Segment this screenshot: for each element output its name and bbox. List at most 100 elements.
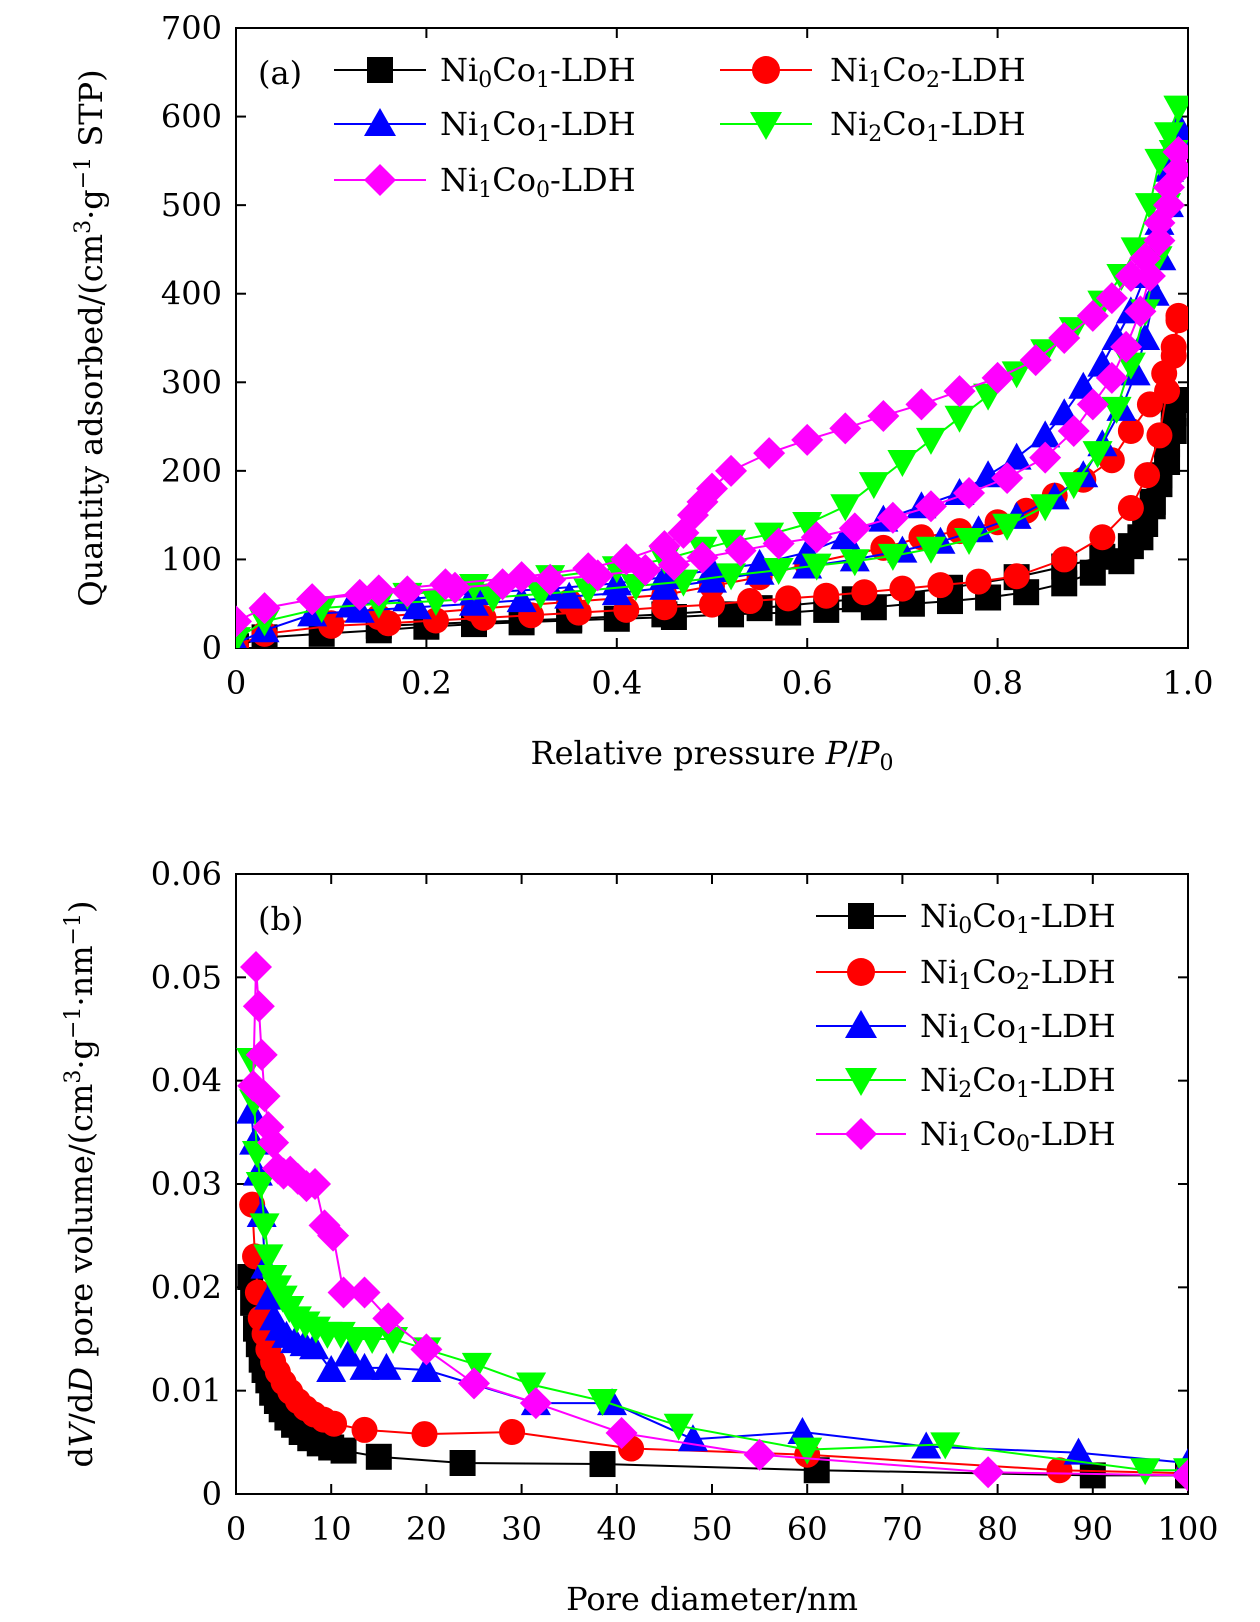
data-point-ni1co0-ldh-a <box>667 516 700 549</box>
data-point-ni1co1-ldh-a <box>697 555 727 583</box>
data-point-ni1co0-ldh-a <box>572 552 605 585</box>
data-point-ni1co1-ldh-a <box>744 548 775 576</box>
data-point-ni0co1-ldh-b <box>1079 1462 1106 1489</box>
data-point-ni1co0-ldh-a <box>1095 361 1128 394</box>
x-tick-label-a: 1.0 <box>1163 664 1214 702</box>
legend-entry-ni1co2-b: Ni1Co2-LDH <box>816 953 1116 995</box>
data-point-ni2co1-ldh-a <box>1101 396 1132 424</box>
legend-entry-ni2co1-a: Ni2Co1-LDH <box>720 105 1026 147</box>
x-tick-label-b: 70 <box>882 1510 923 1548</box>
data-point-ni1co0-ldh-a <box>905 388 938 421</box>
x-axis-title-b: Pore diameter/nm <box>566 1580 858 1618</box>
data-point-ni1co0-ldh-a <box>800 521 833 554</box>
y-tick-label-b: 0.03 <box>151 1165 222 1203</box>
data-point-ni2co1-ldh-a <box>1120 237 1151 265</box>
data-point-ni1co2-ldh-a <box>1151 360 1178 387</box>
data-point-ni1co2-ldh-a <box>1134 462 1161 489</box>
series-line-ni1co1-ldh-b <box>250 1111 1188 1464</box>
data-point-ni1co0-ldh-a <box>753 437 786 470</box>
data-point-ni1co1-ldh-a <box>1030 420 1061 448</box>
y-axis-title-b: dV/dD pore volume/(cm3·g−1·nm−1) <box>61 901 100 1468</box>
data-point-ni2co1-ldh-a <box>1082 441 1113 469</box>
data-point-ni1co2-ldh-a <box>965 568 992 595</box>
data-point-ni2co1-ldh-a <box>954 527 985 555</box>
data-point-ni1co1-ldh-b <box>316 1355 347 1382</box>
y-axis-title-a: Quantity adsorbed/(cm3·g−1 STP) <box>71 69 110 606</box>
data-point-ni1co0-ldh-a <box>1162 136 1188 168</box>
y-tick-label-a: 300 <box>161 363 222 401</box>
data-point-ni2co1-ldh-a <box>858 472 889 500</box>
series-line-ni2co1-ldh-a <box>236 107 1180 640</box>
data-point-ni1co2-ldh-a <box>1117 495 1144 522</box>
data-point-ni2co1-ldh-a <box>763 558 794 586</box>
data-point-ni1co0-ldh-a <box>829 412 862 445</box>
data-point-ni1co1-ldh-b <box>349 1352 380 1380</box>
data-point-ni1co0-ldh-a <box>1095 282 1128 315</box>
data-point-ni1co0-ldh-a <box>953 477 986 509</box>
data-point-ni2co1-ldh-b <box>253 1244 284 1272</box>
legend-a: Ni0Co1-LDH Ni1Co2-LDH Ni1Co1-LDH Ni2Co1-… <box>334 51 1026 203</box>
legend-label-ni1co1-b: Ni1Co1-LDH <box>920 1007 1116 1049</box>
data-point-ni1co0-ldh-a <box>1076 388 1109 421</box>
data-point-ni0co1-ldh-b <box>365 1443 392 1470</box>
x-tick-label-b: 80 <box>977 1510 1018 1548</box>
data-point-ni2co1-ldh-b <box>357 1327 388 1354</box>
data-point-ni0co1-ldh-b <box>330 1437 357 1464</box>
data-point-ni2co1-ldh-b <box>378 1327 409 1354</box>
data-point-ni1co0-ldh-a <box>943 375 976 408</box>
data-point-ni1co0-ldh-b <box>972 1456 1005 1489</box>
data-point-ni1co0-ldh-a <box>1152 171 1185 204</box>
data-point-ni2co1-ldh-a <box>792 512 823 539</box>
data-point-ni1co0-ldh-a <box>1019 344 1052 377</box>
data-point-ni1co0-ldh-b <box>239 951 272 983</box>
data-point-ni1co1-ldh-a <box>554 581 585 609</box>
data-point-ni1co0-ldh-b <box>1172 1459 1188 1492</box>
data-point-ni1co0-ldh-a <box>791 423 824 456</box>
data-point-ni1co0-ldh-a <box>762 527 795 560</box>
data-point-ni1co0-ldh-a <box>991 461 1024 494</box>
legend-label-ni1co0-a: Ni1Co0-LDH <box>440 161 636 203</box>
data-point-ni1co1-ldh-b <box>787 1417 818 1444</box>
data-point-ni1co2-ldh-a <box>1051 546 1078 573</box>
panel-a-adsorption-isotherms: 0 0.2 0.4 0.6 0.8 1.0 0 100 200 300 400 500 600 700 (… <box>71 9 1213 776</box>
data-point-ni1co2-ldh-b <box>499 1419 526 1445</box>
data-point-ni2co1-ldh-a <box>801 553 832 581</box>
data-point-ni2co1-ldh-b <box>249 1213 280 1241</box>
data-point-ni1co0-ldh-a <box>248 592 281 625</box>
data-point-ni1co0-ldh-a <box>362 574 395 607</box>
data-point-ni1co0-ldh-b <box>743 1438 776 1471</box>
data-point-ni1co0-ldh-a <box>724 534 757 567</box>
data-point-ni1co0-ldh-a <box>981 361 1014 394</box>
x-tick-label-b: 0 <box>226 1510 246 1548</box>
data-point-ni1co0-ldh-a <box>1124 295 1157 328</box>
data-point-ni2co1-ldh-a <box>915 536 946 564</box>
data-point-ni2co1-ldh-a <box>754 522 785 550</box>
data-point-ni2co1-ldh-a <box>839 549 870 577</box>
legend-entry-ni2co1-b: Ni2Co1-LDH <box>816 1061 1116 1103</box>
data-point-ni1co0-ldh-a <box>686 541 719 574</box>
data-point-ni1co0-ldh-b <box>519 1387 552 1420</box>
data-point-ni2co1-ldh-b <box>587 1389 618 1416</box>
x-tick-label-b: 20 <box>406 1510 447 1548</box>
data-point-ni1co0-ldh-a <box>1076 299 1109 332</box>
data-point-ni0co1-ldh-a <box>1117 533 1144 560</box>
data-point-ni1co0-ldh-b <box>248 1080 281 1113</box>
data-point-ni2co1-ldh-b <box>663 1413 694 1441</box>
x-tick-label-b: 40 <box>596 1510 637 1548</box>
y-tick-label-a: 200 <box>161 452 222 490</box>
data-point-ni1co1-ldh-a <box>1001 442 1032 470</box>
legend-label-ni2co1-a: Ni2Co1-LDH <box>830 105 1026 147</box>
data-point-ni1co0-ldh-b <box>327 1276 360 1309</box>
series-group-a <box>236 95 1188 648</box>
data-point-ni1co0-ldh-b <box>242 990 275 1023</box>
data-point-ni1co1-ldh-a <box>1120 358 1151 386</box>
data-point-ni0co1-ldh-a <box>1139 488 1166 515</box>
data-point-ni1co2-ldh-a <box>851 579 878 606</box>
data-point-ni1co0-ldh-b <box>245 1038 278 1071</box>
legend-entry-ni0co1-a: Ni0Co1-LDH <box>334 51 636 93</box>
legend-entry-ni1co0-a: Ni1Co0-LDH <box>334 161 636 203</box>
x-tick-label-b: 10 <box>311 1510 352 1548</box>
data-point-ni2co1-ldh-a <box>1030 494 1061 522</box>
data-point-ni1co0-ldh-a <box>1057 415 1090 447</box>
